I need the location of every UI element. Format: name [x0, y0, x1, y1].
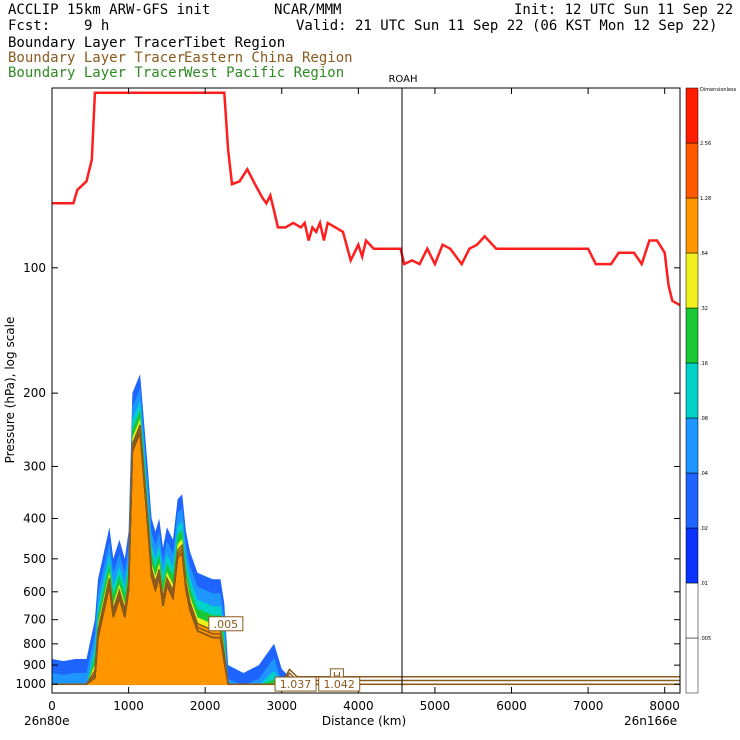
- x-tick-label: 2000: [190, 699, 221, 713]
- y-tick-label: 900: [23, 658, 46, 672]
- annotation-label: 1.037: [280, 678, 312, 691]
- x-tick-label: 1000: [113, 699, 144, 713]
- x-tick-label: 4000: [343, 699, 374, 713]
- colorbar-swatch: [685, 252, 699, 309]
- y-axis: 100 200 300 400 500 600 700 800 900 1000: [15, 261, 680, 691]
- tracer-contours: [52, 424, 680, 685]
- colorbar-level: 2.56: [700, 141, 711, 147]
- y-tick-label: 500: [23, 552, 46, 566]
- colorbar-swatch: [685, 307, 699, 364]
- colorbar-level: .005: [700, 636, 711, 642]
- y-tick-label: 100: [23, 261, 46, 275]
- y-tick-label: 800: [23, 637, 46, 651]
- station-label: ROAH: [388, 74, 417, 85]
- y-tick-label: 1000: [15, 677, 46, 691]
- tropopause-layer: [52, 91, 680, 307]
- y-axis-label: Pressure (hPa), log scale: [3, 317, 17, 464]
- colorbar-level: 1.28: [700, 196, 711, 202]
- colorbar-swatch: [685, 637, 699, 694]
- end-label: 26n166e: [624, 714, 677, 728]
- colorbar-level: .16: [700, 361, 708, 367]
- model-title: ACCLIP 15km ARW-GFS init: [8, 2, 211, 18]
- colorbar-swatch: [685, 197, 699, 254]
- colorbar-level: .32: [700, 306, 708, 312]
- x-tick-label: 7000: [573, 699, 604, 713]
- legend-tibet-region: Tibet Region: [184, 35, 286, 51]
- annotation-box: [208, 616, 244, 632]
- colorbar-swatch: [685, 582, 699, 639]
- x-axis: 0 1000 2000 3000 4000 5000 6000 7000 8000: [48, 88, 680, 713]
- x-axis-label: Distance (km): [322, 714, 406, 728]
- init-time: Init: 12 UTC Sun 11 Sep 22: [514, 2, 734, 18]
- annotation-box: [274, 676, 317, 692]
- annotation-label: .005: [214, 618, 239, 631]
- annotation-label: H: [333, 670, 341, 683]
- colorbar: .005 .01 .02 .04 .08 .16 .32 .64 1.28 2.56 Dimensi…: [685, 87, 737, 694]
- x-tick-label: 0: [48, 699, 56, 713]
- legend-eastchina-region: Eastern China Region: [184, 50, 353, 66]
- tracer-fill: [52, 374, 680, 693]
- colorbar-level: .01: [700, 581, 708, 587]
- legend-westpac-region: West Pacific Region: [184, 65, 345, 81]
- colorbar-title: Dimensionless: [700, 87, 737, 93]
- y-tick-label: 300: [23, 459, 46, 473]
- start-label: 26n80e: [24, 714, 70, 728]
- org-label: NCAR/MMM: [274, 2, 342, 18]
- x-tick-label: 8000: [649, 699, 680, 713]
- fcst-label: Fcst:: [8, 18, 51, 34]
- colorbar-swatch: [685, 362, 699, 419]
- colorbar-level: .08: [700, 416, 708, 422]
- x-tick-label: 6000: [496, 699, 527, 713]
- annotations: .005 1.037 H1.042: [208, 616, 361, 692]
- legend-eastchina-name: Boundary Layer Tracer: [8, 50, 186, 66]
- colorbar-swatch: [685, 527, 699, 584]
- annotation-label: 1.042: [323, 678, 355, 691]
- plot-frame: [51, 87, 681, 694]
- y-tick-label: 400: [23, 511, 46, 525]
- annotation-box: [318, 676, 361, 692]
- valid-time: Valid: 21 UTC Sun 11 Sep 22 (06 KST Mon …: [296, 18, 718, 34]
- x-tick-label: 5000: [420, 699, 451, 713]
- colorbar-swatch: [685, 142, 699, 199]
- colorbar-level: .02: [700, 526, 708, 532]
- legend-tibet-name: Boundary Layer Tracer: [8, 35, 186, 51]
- eastchina-contour: [52, 424, 680, 685]
- surface-mask: [52, 685, 680, 693]
- legend-westpac-name: Boundary Layer Tracer: [8, 65, 186, 81]
- colorbar-level: .04: [700, 471, 708, 477]
- fcst-value: 9 h: [84, 18, 110, 34]
- colorbar-level: .64: [700, 251, 708, 257]
- colorbar-swatch: [685, 472, 699, 529]
- y-tick-label: 200: [23, 386, 46, 400]
- tropopause-line: [52, 91, 680, 307]
- y-tick-label: 700: [23, 613, 46, 627]
- colorbar-swatch: [685, 417, 699, 474]
- colorbar-swatch: [685, 87, 699, 144]
- x-tick-label: 3000: [266, 699, 297, 713]
- y-tick-label: 600: [23, 585, 46, 599]
